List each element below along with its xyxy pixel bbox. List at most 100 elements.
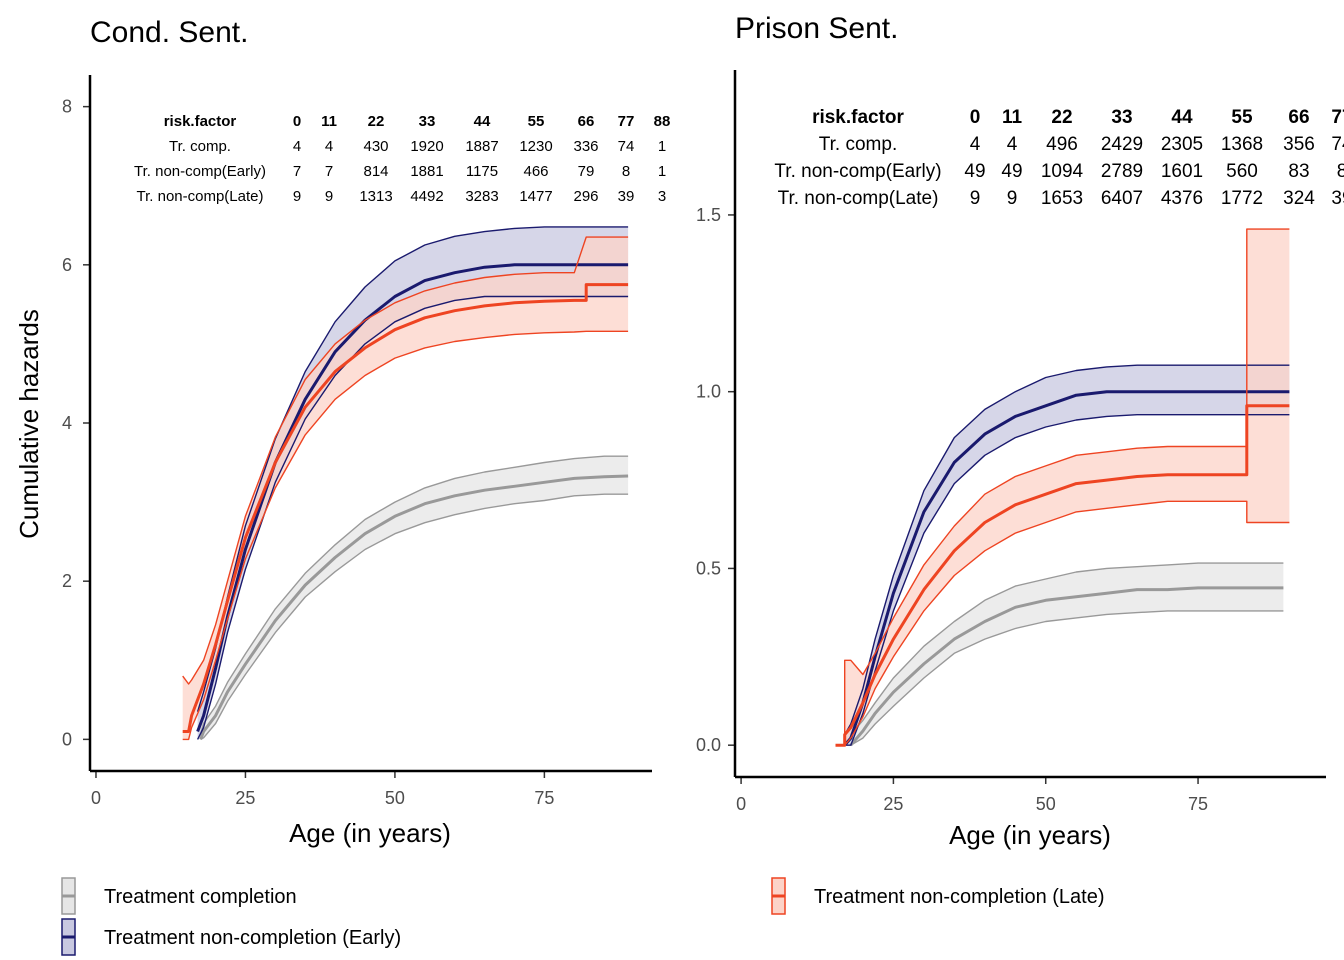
risk-table-cell: 39 — [618, 188, 635, 205]
risk-table-time-header: 11 — [321, 113, 337, 130]
ci-lower-line-0 — [200, 493, 629, 741]
risk-table-cell: 49 — [1001, 161, 1022, 182]
y-tick-label: 8 — [62, 97, 72, 117]
risk-table-time-header: 33 — [1111, 107, 1132, 128]
risk-table-cell: 6407 — [1101, 188, 1143, 209]
risk-table-time-header: 77 — [1331, 107, 1344, 128]
ci-lower-line-2 — [182, 330, 629, 741]
legend-label: Treatment non-completion (Early) — [104, 927, 401, 949]
risk-table-cell: 1368 — [1221, 134, 1263, 155]
panel-prison-sent: Prison Sent. Age (in years) 0 25 50 75 0.0 0.… — [696, 12, 1344, 850]
risk-table-cell: 74 — [1331, 134, 1344, 155]
y-tick-label: 4 — [62, 413, 72, 433]
risk-table-time-header: 44 — [474, 113, 491, 130]
ci-lower-line-1 — [196, 295, 629, 740]
lines-group — [835, 228, 1290, 747]
risk-table-time-header: 77 — [618, 113, 635, 130]
legend-key — [61, 918, 76, 956]
risk-table-time-header: 11 — [1002, 107, 1023, 128]
risk-table-time-header: 44 — [1171, 107, 1193, 128]
risk-table-cell: 1881 — [410, 163, 443, 180]
x-tick-label: 0 — [91, 788, 101, 808]
ci-lower-line-2 — [835, 500, 1290, 746]
risk-table-cell: 1094 — [1041, 161, 1084, 182]
ci-upper-line-2 — [182, 236, 629, 685]
risk-table-cell: 1653 — [1041, 188, 1083, 209]
risk-table-cell: 9 — [325, 188, 333, 205]
risk-table-cell: 560 — [1226, 161, 1258, 182]
risk-table-time-header: 55 — [528, 113, 545, 130]
risk-table-cell: 296 — [573, 188, 598, 205]
ci-upper-line-0 — [850, 562, 1284, 736]
bands-group — [182, 226, 629, 740]
ci-lower-line-0 — [850, 610, 1284, 746]
risk-table-cell: 1772 — [1221, 188, 1263, 209]
risk-table-header-label: risk.factor — [812, 107, 904, 128]
risk-table-cell: 1887 — [465, 138, 498, 155]
risk-table-cell: 814 — [363, 163, 388, 180]
risk-table-cell: 4 — [325, 138, 333, 155]
risk-table-cell: 1313 — [359, 188, 392, 205]
risk-table-cell: 4 — [970, 134, 981, 155]
risk-table-header-label: risk.factor — [164, 113, 237, 130]
x-tick-label: 75 — [1188, 794, 1208, 814]
risk-table-cell: 79 — [578, 163, 595, 180]
hazard-line-1 — [843, 390, 1290, 747]
hazard-line-2 — [835, 404, 1290, 747]
risk-table-cell: 7 — [325, 163, 333, 180]
risk-table-cell: 3283 — [465, 188, 498, 205]
risk-table-row-label: Tr. comp. — [819, 134, 897, 155]
y-axis-title: Cumulative hazards — [14, 309, 44, 539]
risk-table-cell: 7 — [293, 163, 301, 180]
axes-group — [733, 70, 1326, 779]
risk-table-cell: 4 — [293, 138, 301, 155]
x-tick-label: 50 — [1036, 794, 1056, 814]
hazard-line-0 — [849, 586, 1284, 747]
risk-table-cell: 1 — [658, 138, 666, 155]
risk-table-cell: 496 — [1046, 134, 1078, 155]
y-tick-label: 2 — [62, 571, 72, 591]
x-tick-label: 25 — [235, 788, 255, 808]
hazard-line-2 — [182, 283, 629, 733]
x-tick-label: 50 — [385, 788, 405, 808]
x-axis-title: Age (in years) — [289, 818, 451, 848]
risk-table-cell: 1 — [658, 163, 666, 180]
risk-table-time-header: 33 — [419, 113, 436, 130]
risk-table-cell: 4 — [1007, 134, 1018, 155]
risk-table-cell: 8 — [622, 163, 630, 180]
panel-title-cond-sent: Cond. Sent. — [90, 16, 248, 49]
risk-table-time-header: 88 — [654, 113, 671, 130]
risk-table-time-header: 0 — [970, 107, 981, 128]
risk-table-cell: 4492 — [410, 188, 443, 205]
risk-table-cell: 466 — [523, 163, 548, 180]
ticks-group: 0 25 50 75 0.0 0.5 1.0 1.5 — [696, 205, 1208, 814]
risk-table-cell: 9 — [970, 188, 981, 209]
risk-table-cell: 2789 — [1101, 161, 1143, 182]
legend: Treatment completion Treatment non-comple… — [61, 877, 1105, 956]
risk-table-cell: 9 — [1007, 188, 1018, 209]
risk-table-cell: 336 — [573, 138, 598, 155]
risk-table-cell: 2305 — [1161, 134, 1203, 155]
legend-label: Treatment non-completion (Late) — [814, 886, 1105, 908]
risk-table-cell: 1920 — [410, 138, 443, 155]
risk-table-time-header: 66 — [578, 113, 595, 130]
risk-table-time-header: 22 — [368, 113, 385, 130]
risk-table-row-label: Tr. non-comp(Early) — [774, 161, 941, 182]
risk-table-time-header: 66 — [1288, 107, 1309, 128]
x-tick-label: 0 — [736, 794, 746, 814]
risk-table-cell: 3 — [658, 188, 666, 205]
panel-title-prison-sent: Prison Sent. — [735, 12, 898, 45]
legend-label: Treatment completion — [104, 886, 297, 908]
risk-table-cell: 49 — [964, 161, 985, 182]
risk-table-row-label: Tr. non-comp(Early) — [134, 163, 266, 180]
legend-key — [61, 877, 76, 915]
risk-table-row-label: Tr. comp. — [169, 138, 231, 155]
y-tick-label: 1.0 — [696, 382, 721, 402]
risk-table-cell: 9 — [293, 188, 301, 205]
confidence-band-0 — [200, 456, 629, 740]
risk-table-cell: 430 — [363, 138, 388, 155]
risk-table-cell: 4376 — [1161, 188, 1203, 209]
ticks-group: 0 25 50 75 0 2 4 6 8 — [62, 97, 554, 808]
risk-table: risk.factor011223344556677Tr. comp.44496… — [774, 107, 1344, 209]
